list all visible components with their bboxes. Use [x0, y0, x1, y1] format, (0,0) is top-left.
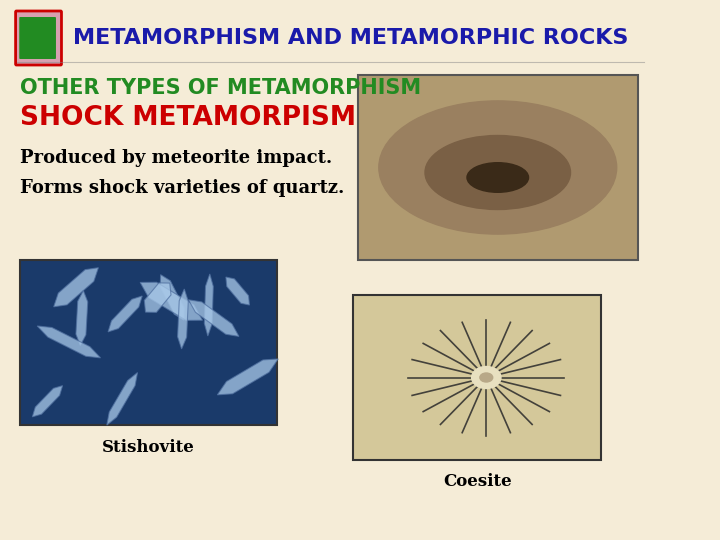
- FancyBboxPatch shape: [16, 11, 61, 65]
- Text: METAMORPHISM AND METAMORPHIC ROCKS: METAMORPHISM AND METAMORPHIC ROCKS: [73, 28, 629, 48]
- Polygon shape: [32, 386, 63, 417]
- Ellipse shape: [467, 163, 528, 192]
- Text: Stishovite: Stishovite: [102, 438, 195, 456]
- Ellipse shape: [379, 101, 617, 234]
- Polygon shape: [161, 275, 184, 320]
- Polygon shape: [37, 326, 101, 358]
- Text: SHOCK METAMORPISM: SHOCK METAMORPISM: [20, 105, 356, 131]
- Polygon shape: [140, 282, 202, 320]
- Polygon shape: [189, 300, 239, 336]
- Polygon shape: [226, 277, 249, 305]
- Text: Forms shock varieties of quartz.: Forms shock varieties of quartz.: [20, 179, 345, 197]
- Polygon shape: [108, 296, 143, 332]
- Bar: [354, 295, 601, 460]
- FancyBboxPatch shape: [19, 17, 56, 59]
- Ellipse shape: [425, 136, 570, 210]
- Polygon shape: [107, 373, 138, 425]
- Polygon shape: [217, 359, 278, 395]
- Polygon shape: [204, 274, 213, 336]
- Text: OTHER TYPES OF METAMORPHISM: OTHER TYPES OF METAMORPHISM: [20, 78, 421, 98]
- Polygon shape: [76, 291, 88, 346]
- Polygon shape: [178, 289, 188, 349]
- Ellipse shape: [480, 373, 492, 382]
- Bar: [20, 260, 277, 425]
- Polygon shape: [54, 268, 99, 307]
- Text: Coesite: Coesite: [443, 474, 511, 490]
- Ellipse shape: [472, 367, 501, 388]
- Polygon shape: [144, 283, 171, 312]
- Text: Produced by meteorite impact.: Produced by meteorite impact.: [20, 149, 333, 167]
- Bar: [358, 75, 638, 260]
